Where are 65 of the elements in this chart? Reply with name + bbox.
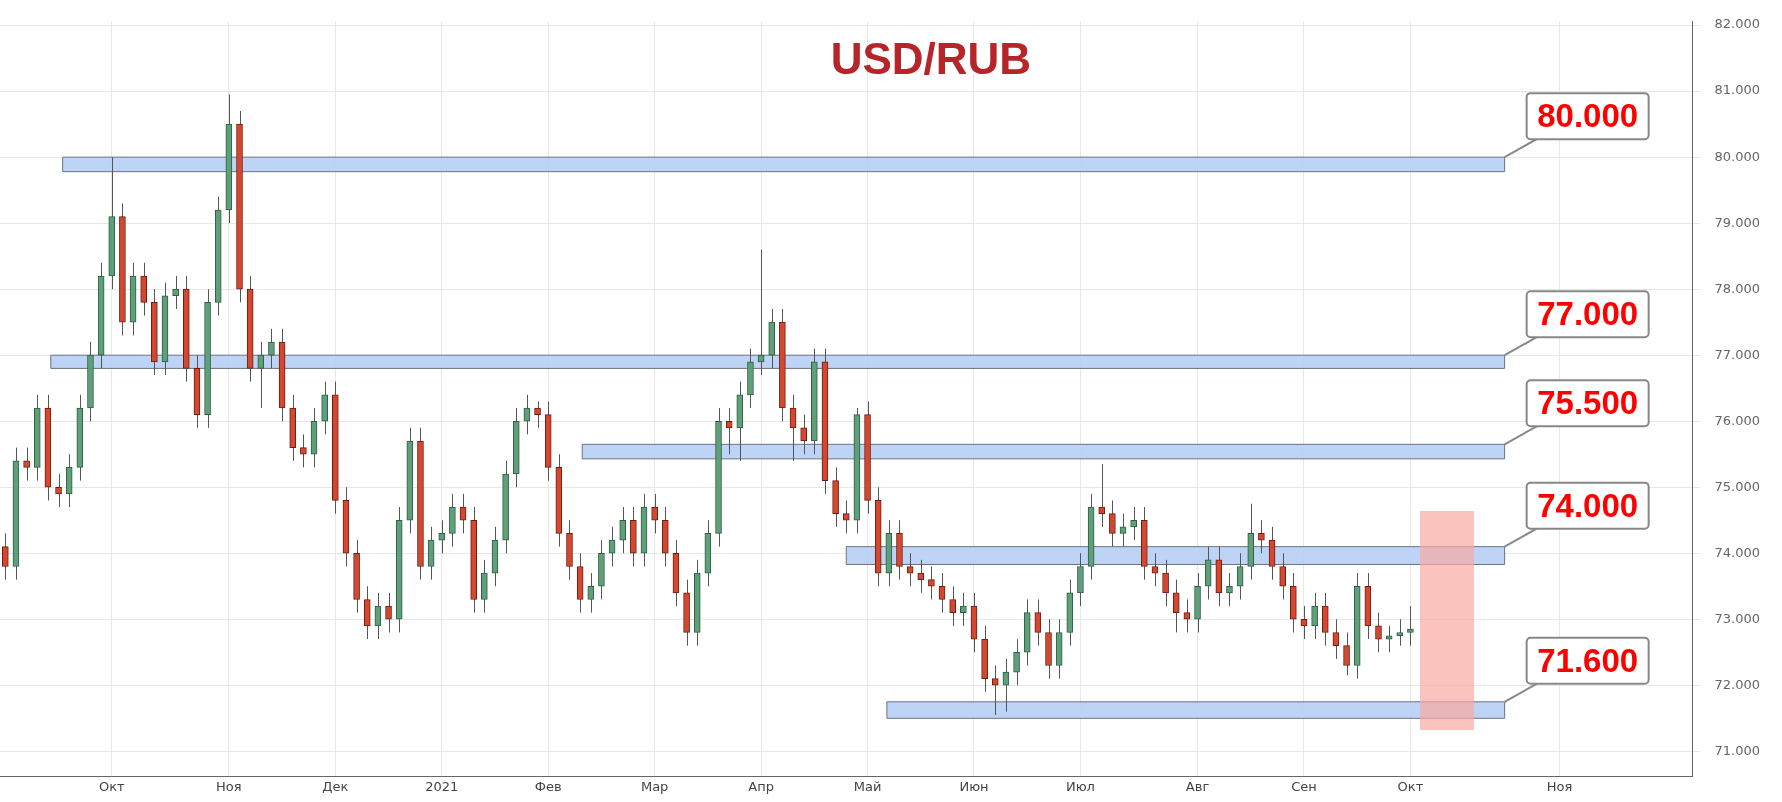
x-tick-label: Июл xyxy=(1065,778,1095,794)
candlestick xyxy=(268,328,275,369)
candlestick xyxy=(257,341,265,409)
y-tick-label: 82.000 xyxy=(1714,16,1761,32)
y-tick-label: 78.000 xyxy=(1714,280,1761,296)
candlestick xyxy=(587,572,595,614)
candlestick xyxy=(800,414,808,455)
y-tick-label: 77.000 xyxy=(1714,346,1761,362)
y-tick-label: 76.000 xyxy=(1714,412,1761,428)
candlestick xyxy=(534,400,541,429)
x-tick-label: Дек xyxy=(322,778,349,794)
candlestick xyxy=(23,447,30,482)
band-label: 75.500 xyxy=(1537,384,1639,422)
x-tick-label: Окт xyxy=(1397,778,1424,794)
x-tick-label: Май xyxy=(853,778,882,794)
candlestick xyxy=(385,592,392,633)
y-tick-label: 74.000 xyxy=(1714,544,1761,560)
candlestick xyxy=(1098,463,1106,528)
candlestick xyxy=(55,473,62,508)
x-tick-label: Апр xyxy=(748,778,774,794)
y-tick-label: 81.000 xyxy=(1714,82,1761,98)
candlestick xyxy=(1,532,9,581)
candlestick xyxy=(1279,552,1287,600)
x-tick-label: Окт xyxy=(98,778,126,794)
x-tick-label: Мар xyxy=(640,778,669,794)
band-label: 74.000 xyxy=(1537,486,1639,524)
y-tick-label: 79.000 xyxy=(1714,214,1761,230)
x-tick-label: Фев xyxy=(534,778,562,794)
candlestick xyxy=(651,493,658,534)
candlestick xyxy=(1183,598,1191,633)
x-tick-label: Ноя xyxy=(216,778,242,794)
candlestick xyxy=(300,433,307,468)
y-tick-label: 73.000 xyxy=(1714,610,1761,626)
candlestick xyxy=(1258,519,1265,554)
candlestick xyxy=(1162,559,1169,607)
candlestick xyxy=(1109,499,1116,548)
candlestick xyxy=(619,506,627,554)
candlestick xyxy=(1407,605,1414,647)
candlestick xyxy=(1226,572,1233,607)
chart-title: USD/RUB xyxy=(830,33,1032,83)
candlestick xyxy=(1013,638,1020,686)
candlestick xyxy=(1130,506,1137,541)
candlestick xyxy=(960,592,967,627)
y-tick-label: 72.000 xyxy=(1714,676,1761,692)
candlestick xyxy=(1172,579,1180,633)
candlestick xyxy=(991,664,999,716)
candlestick xyxy=(917,559,925,594)
candlestick xyxy=(949,585,957,627)
band-label: 80.000 xyxy=(1537,97,1639,135)
candlestick xyxy=(1396,618,1404,647)
x-tick-label: Сен xyxy=(1291,778,1317,794)
band-label: 71.600 xyxy=(1537,641,1639,679)
y-tick-label: 80.000 xyxy=(1714,148,1761,164)
candlestick xyxy=(1311,592,1318,640)
y-tick-label: 75.000 xyxy=(1714,478,1761,494)
candlestick xyxy=(928,565,935,600)
x-tick-label: Авг xyxy=(1185,778,1210,794)
band-label: 77.000 xyxy=(1537,295,1639,333)
x-tick-label: Ноя xyxy=(1546,778,1573,794)
x-tick-label: 2021 xyxy=(425,778,459,794)
candlestick xyxy=(842,499,850,534)
y-tick-label: 71.000 xyxy=(1714,742,1761,758)
candlestick xyxy=(438,519,446,554)
candlestick xyxy=(172,275,179,310)
x-tick-label: Июн xyxy=(959,778,989,794)
